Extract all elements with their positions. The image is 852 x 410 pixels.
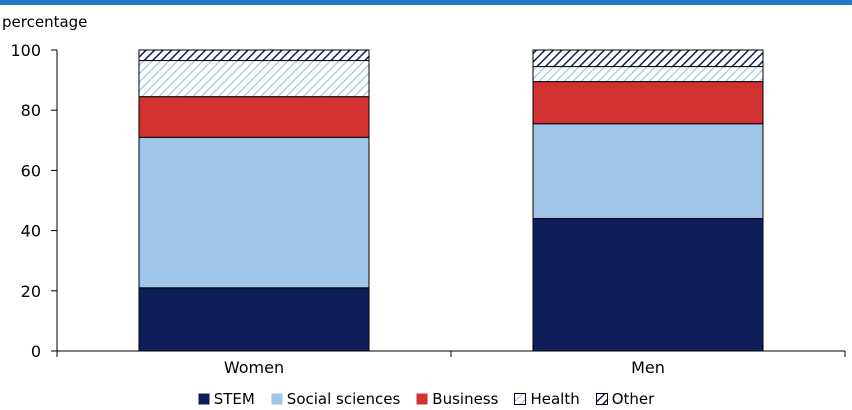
chart-legend: STEM Social sciences Business Health Other: [0, 389, 852, 409]
bar-segment-other-men: [532, 49, 764, 68]
legend-item: Business: [416, 390, 498, 408]
legend-swatch: [271, 393, 283, 405]
y-axis-unit-label: percentage: [2, 13, 87, 31]
bar-segment-health-men: [532, 66, 764, 83]
bar-segment-social-sciences-women: [138, 136, 370, 289]
y-tick-label: 80: [21, 101, 41, 120]
legend-label: Business: [432, 390, 499, 408]
legend-label: Other: [611, 390, 655, 408]
x-category-label: Men: [631, 358, 665, 377]
legend-item: STEM: [198, 390, 255, 408]
bar-segment-business-women: [138, 96, 370, 138]
bar-segment-health-women: [138, 60, 370, 98]
bar-segment-stem-women: [138, 287, 370, 352]
top-accent-bar: [0, 0, 852, 5]
bar-segment-business-men: [532, 81, 764, 125]
legend-swatch: [198, 393, 210, 405]
y-tick-label: 100: [10, 41, 41, 60]
bar-segment-other-women: [138, 49, 370, 62]
legend-item: Social sciences: [271, 390, 401, 408]
y-tick-label: 0: [31, 342, 41, 361]
legend-swatch: [514, 393, 527, 405]
legend-label: Social sciences: [286, 390, 401, 408]
legend-item: Other: [595, 390, 655, 408]
bar-segment-social-sciences-men: [532, 123, 764, 220]
legend-swatch: [416, 393, 428, 405]
x-category-label: Women: [224, 358, 284, 377]
y-tick-label: 40: [21, 222, 41, 241]
legend-swatch: [595, 393, 608, 405]
legend-item: Health: [514, 390, 580, 408]
legend-label: STEM: [213, 390, 255, 408]
legend-label: Health: [530, 390, 580, 408]
y-tick-label: 60: [21, 161, 41, 180]
bar-segment-stem-men: [532, 218, 764, 352]
y-tick-label: 20: [21, 282, 41, 301]
